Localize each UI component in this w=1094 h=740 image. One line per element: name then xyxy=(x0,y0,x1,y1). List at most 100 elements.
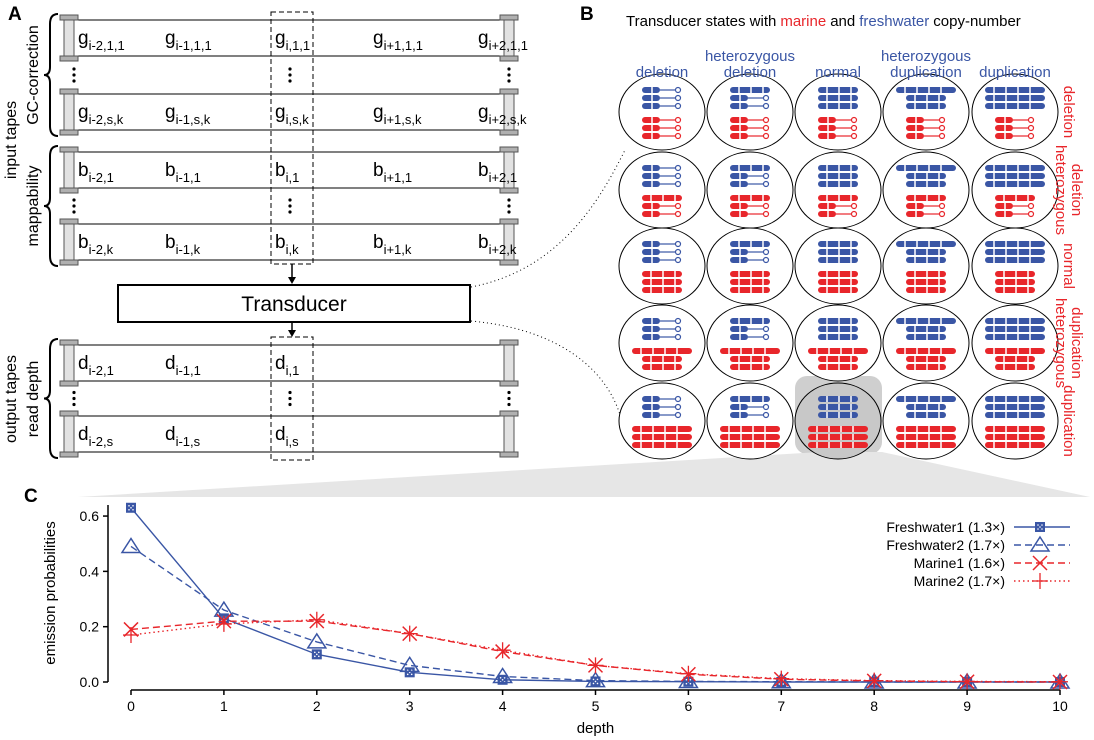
tape-symbol: di,1 xyxy=(275,353,299,378)
chromosome xyxy=(818,404,858,410)
tape-reel-cap xyxy=(60,260,78,265)
chromosome xyxy=(995,211,1013,217)
ellipsis-dot xyxy=(507,403,510,406)
chromosome xyxy=(818,249,858,255)
chromosome-end xyxy=(676,397,681,402)
chromosome xyxy=(642,95,660,101)
marker-dot xyxy=(783,683,785,685)
ellipsis-dot xyxy=(288,210,291,213)
ellipsis-dot xyxy=(72,204,75,207)
tape-symbol-base: b xyxy=(275,232,286,253)
chromosome xyxy=(906,195,946,201)
tape-symbol-base: b xyxy=(478,232,489,253)
chromosome xyxy=(730,165,770,171)
chromosome xyxy=(906,173,946,179)
tape-reel-cap xyxy=(500,56,518,61)
chromosome xyxy=(995,203,1013,209)
ellipsis-dot xyxy=(507,210,510,213)
chromosome xyxy=(906,249,946,255)
row-label: heterozygous xyxy=(1052,298,1069,388)
chromosome xyxy=(818,95,858,101)
data-point xyxy=(122,538,140,552)
marker-dot xyxy=(318,652,320,654)
chromosome xyxy=(642,249,660,255)
tape-reel-cap xyxy=(500,130,518,135)
x-tick-label: 7 xyxy=(777,698,785,714)
arrow-head xyxy=(288,277,296,284)
chromosome-end xyxy=(676,104,681,109)
state-circle xyxy=(883,74,969,150)
tape-symbol: di-1,s xyxy=(165,424,201,449)
ellipsis-dot xyxy=(507,397,510,400)
marker-dot xyxy=(411,674,413,676)
tape-reel-cap xyxy=(60,452,78,457)
chromosome-end xyxy=(676,88,681,93)
tape-symbol: gi+1,1,1 xyxy=(373,28,423,53)
tape-symbol-base: b xyxy=(478,160,489,181)
chromosome xyxy=(906,404,946,410)
data-point xyxy=(216,616,232,632)
panel-label: C xyxy=(24,486,38,507)
tape-group-label: read depth xyxy=(25,361,42,438)
tape-reel-cap xyxy=(500,89,518,94)
chromosome xyxy=(995,125,1013,131)
ellipsis-dot xyxy=(288,204,291,207)
arrow-head xyxy=(288,330,296,337)
chromosome xyxy=(642,318,660,324)
chromosome xyxy=(995,195,1035,201)
chromosome xyxy=(818,287,858,293)
tape-symbol-base: b xyxy=(78,232,89,253)
chromosome-end xyxy=(764,96,769,101)
state-circle xyxy=(619,74,705,150)
tape-symbol-index: i+1,k xyxy=(384,242,412,257)
tape-symbol-base: d xyxy=(78,353,89,374)
chromosome-end xyxy=(764,182,769,187)
tape-symbol-base: g xyxy=(373,102,384,123)
marker-dot xyxy=(1039,526,1041,528)
chromosome xyxy=(995,287,1035,293)
chromosome-end xyxy=(764,134,769,139)
row-label: duplication xyxy=(1068,307,1085,379)
tape-group-label: output tapes xyxy=(3,355,20,443)
chromosome xyxy=(730,203,748,209)
chromosome xyxy=(906,103,946,109)
tape-reel xyxy=(64,224,74,260)
chromosome xyxy=(906,412,946,418)
ellipsis-dot xyxy=(288,67,291,70)
x-tick-label: 8 xyxy=(870,698,878,714)
tape-reel xyxy=(504,345,514,381)
chromosome-end xyxy=(676,250,681,255)
column-label: duplication xyxy=(890,64,962,81)
chromosome xyxy=(818,241,858,247)
highlight-cone xyxy=(78,452,1090,497)
tape-reel-cap xyxy=(500,260,518,265)
ellipsis-dot xyxy=(72,73,75,76)
chromosome xyxy=(730,195,770,201)
marker-dot xyxy=(132,509,134,511)
tape-symbol-base: d xyxy=(78,424,89,445)
chromosome xyxy=(642,103,660,109)
x-tick-label: 10 xyxy=(1052,698,1068,714)
chromosome xyxy=(730,364,770,370)
chromosome xyxy=(642,326,660,332)
tape-symbol-base: d xyxy=(165,424,176,445)
chromosome xyxy=(642,279,682,285)
chromosome xyxy=(818,412,858,418)
chromosome xyxy=(642,165,660,171)
marker-dot xyxy=(128,505,130,507)
chromosome-end xyxy=(676,413,681,418)
chromosome-end xyxy=(852,212,857,217)
chromosome xyxy=(730,95,748,101)
tape-symbol: bi+1,k xyxy=(373,232,412,257)
tape-symbol: bi-1,k xyxy=(165,232,201,257)
tape-symbol-index: i-2,1 xyxy=(89,363,114,378)
chromosome-end xyxy=(764,104,769,109)
tape-symbol: bi-2,k xyxy=(78,232,114,257)
data-point xyxy=(495,642,511,658)
chromosome xyxy=(906,257,946,263)
chromosome xyxy=(818,396,858,402)
chromosome-end xyxy=(764,174,769,179)
chromosome xyxy=(818,211,836,217)
column-label: heterozygous xyxy=(881,48,971,65)
ellipsis-dot xyxy=(288,397,291,400)
